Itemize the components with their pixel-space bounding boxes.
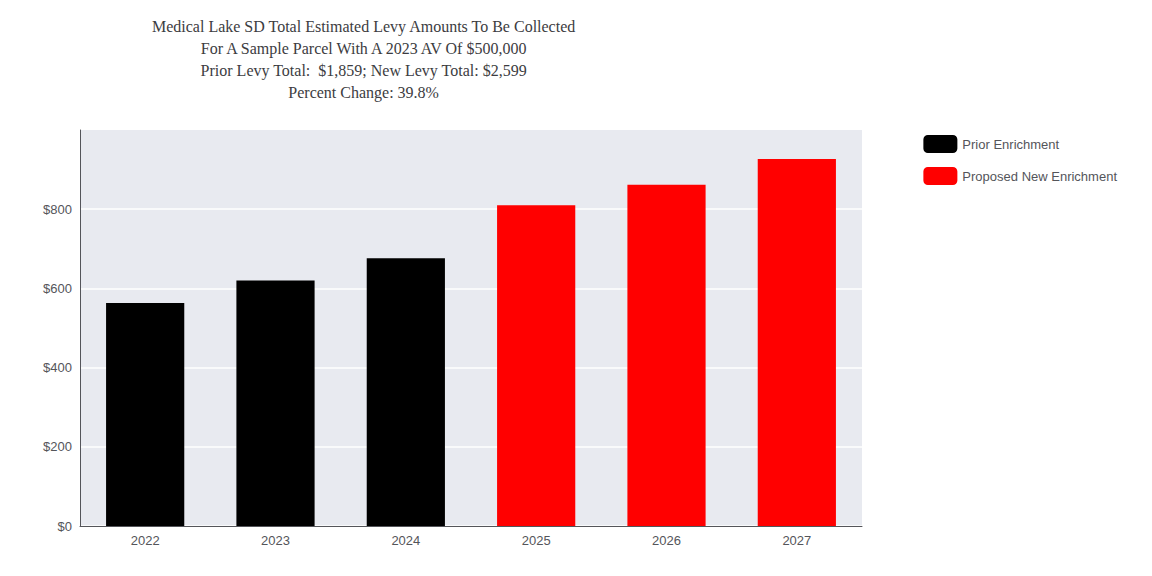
svg-text:For A Sample Parcel With A 202: For A Sample Parcel With A 2023 AV Of $5… — [201, 40, 527, 58]
svg-text:2023: 2023 — [261, 533, 290, 548]
svg-text:2027: 2027 — [782, 533, 811, 548]
svg-text:2022: 2022 — [131, 533, 160, 548]
svg-text:2024: 2024 — [391, 533, 420, 548]
svg-text:Prior Levy Total: $1,859; New: Prior Levy Total: $1,859; New Levy Total… — [201, 62, 527, 80]
svg-text:Proposed New Enrichment: Proposed New Enrichment — [962, 169, 1117, 184]
svg-text:$400: $400 — [43, 360, 72, 375]
svg-text:2026: 2026 — [652, 533, 681, 548]
svg-text:2025: 2025 — [522, 533, 551, 548]
svg-text:Percent Change: 39.8%: Percent Change: 39.8% — [288, 84, 439, 102]
svg-text:$200: $200 — [43, 439, 72, 454]
svg-text:Medical Lake SD Total Estimate: Medical Lake SD Total Estimated Levy Amo… — [152, 18, 575, 36]
svg-text:$0: $0 — [58, 519, 72, 534]
svg-text:$800: $800 — [43, 202, 72, 217]
svg-text:Prior Enrichment: Prior Enrichment — [962, 137, 1059, 152]
svg-text:$600: $600 — [43, 281, 72, 296]
